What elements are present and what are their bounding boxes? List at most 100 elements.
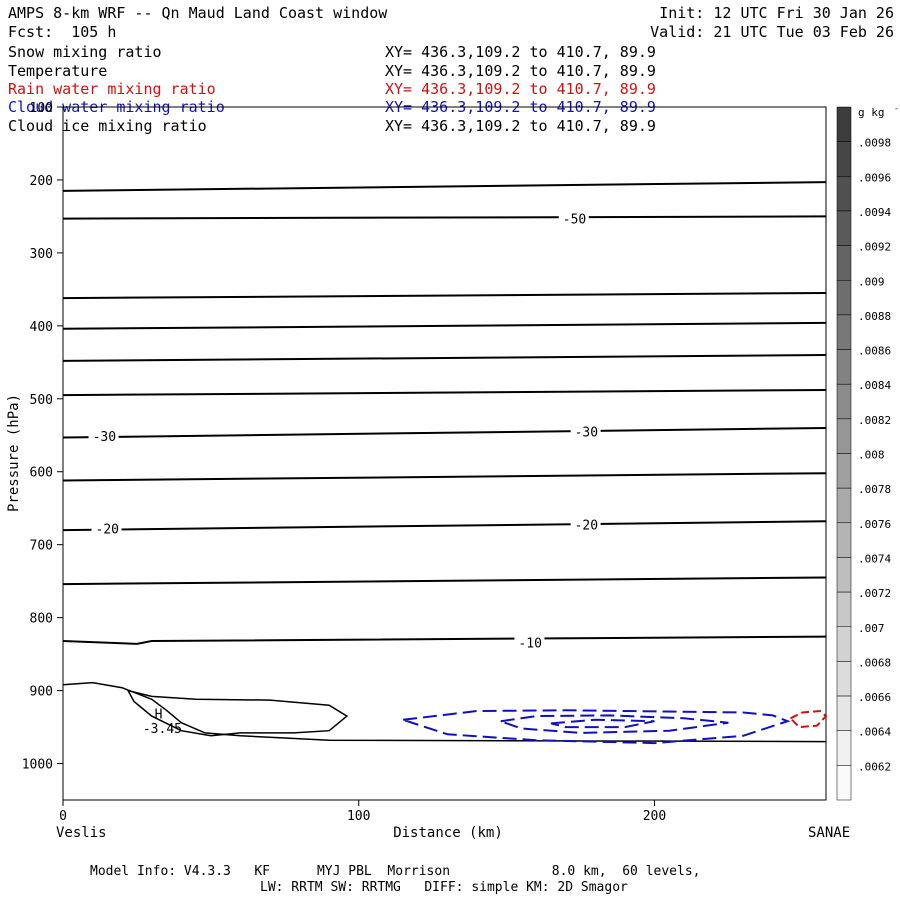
isotherm-label: -20 <box>575 518 598 533</box>
cloud-water-contour <box>402 709 791 745</box>
colorbar-label: .0072 <box>858 587 891 600</box>
colorbar-swatch <box>836 280 852 316</box>
model-info-line2: LW: RRTM SW: RRTMG DIFF: simple KM: 2D S… <box>260 880 628 895</box>
colorbar-label: .0076 <box>858 518 891 531</box>
isotherm-line <box>62 292 827 300</box>
cloud-water-contour <box>500 714 729 734</box>
colorbar-swatch <box>836 626 852 662</box>
y-axis-label: Pressure (hPa) <box>6 394 22 512</box>
isotherm-label-bg <box>88 427 119 444</box>
temperature-isotherms: -50 -30 -30 -20 -20 -10 <box>62 181 827 651</box>
y-tick-label: 200 <box>30 174 53 189</box>
isotherm-line <box>62 576 827 586</box>
colorbar-swatch <box>836 349 852 385</box>
isotherm-line <box>62 181 827 192</box>
isotherm-label-bg <box>558 210 589 227</box>
colorbar-label: .0098 <box>858 137 891 150</box>
colorbar-swatch <box>836 453 852 489</box>
x-tick-label: 0 <box>59 809 67 824</box>
colorbar-label: .009 <box>858 275 885 288</box>
colorbar-swatch <box>836 591 852 627</box>
forecast-hour: Fcst: 105 h <box>8 23 117 41</box>
colorbar-label: .0074 <box>858 552 891 565</box>
y-tick-label: 1000 <box>22 758 53 773</box>
field-name-cloud-ice: Cloud ice mixing ratio <box>8 117 207 135</box>
field-name-temperature: Temperature <box>8 62 108 80</box>
field-name-snow: Snow mixing ratio <box>8 43 162 61</box>
colorbar-swatch <box>836 522 852 558</box>
field-xy-snow: XY= 436.3,109.2 to 410.7, 89.9 <box>385 43 656 61</box>
isotherm-line <box>62 520 827 532</box>
colorbar-label: .0086 <box>858 345 891 358</box>
plot-frame <box>62 106 827 801</box>
colorbar-swatch <box>836 661 852 697</box>
colorbar-swatch <box>836 695 852 731</box>
snow-annotation: -3.45 <box>143 722 182 737</box>
axes: 100 200 300 400 500 600 700 800 900 1000 0 100 200 <box>22 101 827 824</box>
y-tick-label: 700 <box>30 539 53 554</box>
isotherm-label: -20 <box>96 523 119 538</box>
snow-contour <box>62 681 827 743</box>
right-endpoint-label: SANAE <box>808 825 850 841</box>
rain-contour <box>788 709 828 729</box>
isotherm-label: -10 <box>518 636 541 651</box>
colorbar-swatch <box>836 730 852 766</box>
colorbar-label: .0094 <box>858 206 891 219</box>
snow-annotation: H <box>155 707 163 722</box>
colorbar-unit-exponent: -1 <box>894 104 900 113</box>
plot-title: AMPS 8-km WRF -- Qn Maud Land Coast wind… <box>8 4 388 22</box>
isotherm-label: -30 <box>93 430 116 445</box>
isotherm-line <box>62 427 827 439</box>
isotherm-label: -50 <box>563 213 586 228</box>
field-xy-temperature: XY= 436.3,109.2 to 410.7, 89.9 <box>385 62 656 80</box>
colorbar-label: .0082 <box>858 414 891 427</box>
isotherm-line <box>62 321 827 330</box>
colorbar-label: .0092 <box>858 241 891 254</box>
colorbar-swatch <box>836 418 852 454</box>
snow-contours: H-3.45 <box>62 681 827 743</box>
y-tick-label: 900 <box>30 685 53 700</box>
colorbar-swatch <box>836 314 852 350</box>
valid-time: Valid: 21 UTC Tue 03 Feb 26 <box>650 23 894 41</box>
colorbar-label: .0068 <box>858 656 891 669</box>
colorbar-label: .0062 <box>858 760 891 773</box>
isotherm-label: -30 <box>575 426 598 441</box>
y-tick-label: 100 <box>30 101 53 116</box>
x-tick-label: 100 <box>347 809 370 824</box>
colorbar-swatch <box>836 765 852 801</box>
isotherm-label-bg <box>570 516 601 533</box>
snow-contour <box>126 689 349 737</box>
colorbar-swatch <box>836 176 852 212</box>
init-time: Init: 12 UTC Fri 30 Jan 26 <box>659 4 894 22</box>
y-tick-label: 600 <box>30 466 53 481</box>
colorbar-label: .0096 <box>858 171 891 184</box>
isotherm-line <box>62 354 827 362</box>
colorbar-label: .0088 <box>858 310 891 323</box>
cloud-water-contours <box>402 709 791 745</box>
field-name-rain: Rain water mixing ratio <box>8 80 216 98</box>
colorbar-swatch <box>836 141 852 177</box>
y-tick-label: 800 <box>30 612 53 627</box>
colorbar-label: .007 <box>858 622 885 635</box>
colorbar-label: .0078 <box>858 483 891 496</box>
isotherm-label-bg <box>91 520 122 537</box>
isotherm-line <box>62 472 827 482</box>
colorbar-swatch <box>836 383 852 420</box>
y-tick-label: 300 <box>30 247 53 262</box>
y-tick-label: 500 <box>30 393 53 408</box>
left-endpoint-label: Veslis <box>56 825 107 841</box>
isotherm-label-bg <box>514 634 545 651</box>
isotherm-line <box>62 635 827 645</box>
y-tick-label: 400 <box>30 320 53 335</box>
model-info-line1: Model Info: V4.3.3 KF MYJ PBL Morrison 8… <box>90 864 701 879</box>
colorbar-swatch <box>836 245 852 281</box>
isotherm-line <box>62 215 827 220</box>
colorbar-unit: g kg <box>858 106 885 119</box>
field-xy-rain: XY= 436.3,109.2 to 410.7, 89.9 <box>385 80 656 98</box>
isotherm-line <box>62 389 827 397</box>
field-xy-cloud-ice: XY= 436.3,109.2 to 410.7, 89.9 <box>385 117 656 135</box>
colorbar: .0098 .0096 .0094 .0092 .009 .0088 .0086 .0084.… <box>836 104 900 801</box>
colorbar-label: .008 <box>858 449 885 462</box>
rain-contours <box>788 709 828 729</box>
colorbar-swatch <box>836 106 852 142</box>
